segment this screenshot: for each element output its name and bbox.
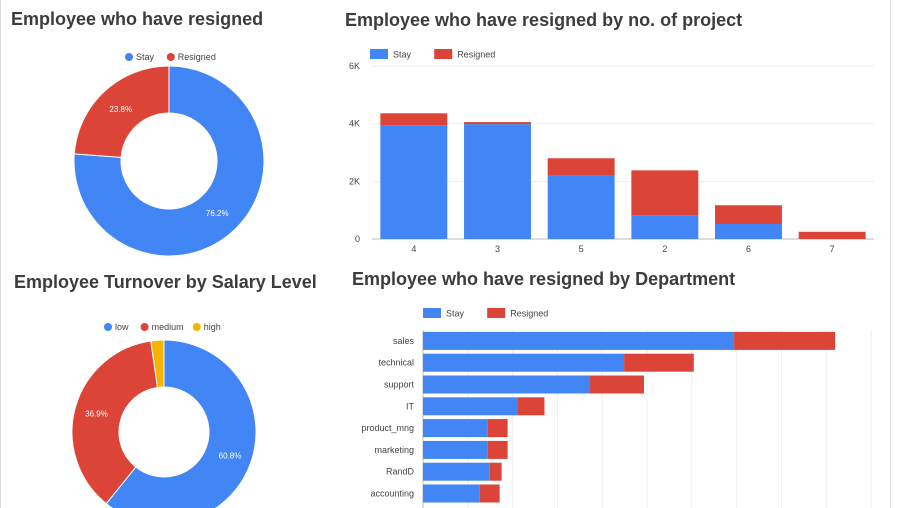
slice-percent-label: 23.8%	[109, 105, 132, 114]
y-tick-label: 6K	[349, 61, 360, 71]
bar-resigned-2	[631, 170, 699, 216]
donut-slice-medium	[71, 340, 159, 505]
bar-resigned-6	[715, 205, 782, 225]
x-tick-label: 3	[495, 244, 500, 254]
legend-label: Stay	[446, 309, 465, 319]
legend-label: high	[204, 322, 221, 332]
y-tick-label: accounting	[370, 489, 414, 499]
legend-label: Resigned	[178, 52, 216, 62]
legend-swatch	[370, 49, 388, 59]
bar-resigned-technical	[624, 353, 694, 372]
bar-resigned-7	[798, 231, 866, 239]
bar-resigned-accounting	[479, 484, 500, 503]
legend-swatch	[166, 53, 175, 61]
legend-label: low	[115, 322, 129, 332]
bar-resigned-3	[464, 122, 531, 125]
y-tick-label: RandD	[386, 467, 415, 477]
legend-swatch	[104, 323, 112, 331]
x-tick-label: 7	[830, 244, 835, 254]
slice-percent-label: 36.9%	[85, 410, 108, 419]
slice-percent-label: 76.2%	[206, 209, 229, 218]
x-tick-label: 6	[746, 244, 751, 254]
y-tick-label: 4K	[349, 119, 360, 129]
bar-stay-4	[380, 125, 448, 239]
bar-stay-technical	[423, 353, 625, 372]
y-tick-label: technical	[378, 358, 414, 368]
bar-stay-RandD	[423, 462, 490, 481]
slice-percent-label: 60.8%	[219, 451, 242, 460]
legend-label: Stay	[393, 50, 412, 60]
bar-stay-IT	[423, 397, 518, 416]
legend-label: Resigned	[457, 50, 495, 60]
bar-stay-accounting	[423, 484, 480, 503]
legend-swatch	[192, 323, 201, 331]
chart-title-resigned: Employee who have resigned	[11, 9, 264, 29]
y-tick-label: sales	[393, 336, 415, 346]
bar-resigned-4	[380, 113, 448, 126]
bar-stay-marketing	[423, 440, 488, 459]
donut-slice-stay	[73, 65, 265, 257]
x-tick-label: 5	[579, 244, 584, 254]
bar-resigned-IT	[517, 397, 545, 416]
donut-chart-salary-level: low medium high 60.8% 36.9%	[71, 322, 257, 508]
x-tick-label: 4	[411, 244, 416, 254]
legend-swatch	[423, 308, 441, 318]
bar-stay-sales	[423, 331, 735, 350]
legend-label: Resigned	[510, 309, 548, 319]
bar-stay-3	[464, 124, 531, 239]
bar-stay-5	[547, 175, 615, 239]
legend-swatch	[140, 323, 149, 331]
bar-chart-resigned-by-department: Stay Resigned sales technical support IT produ…	[361, 308, 872, 508]
legend-label: medium	[152, 322, 184, 332]
chart-title-resigned-by-department: Employee who have resigned by Department	[352, 269, 736, 289]
y-tick-label: support	[384, 380, 415, 390]
bar-resigned-sales	[734, 331, 836, 350]
bar-stay-6	[715, 224, 782, 239]
donut-slice-resigned	[73, 65, 170, 158]
bar-resigned-5	[547, 158, 615, 176]
bar-chart-resigned-by-project: Stay Resigned 0 2K 4K 6K 4 3 5 2 6 7	[349, 49, 874, 254]
legend-label: Stay	[136, 52, 155, 62]
x-tick-label: 2	[662, 244, 667, 254]
legend-swatch	[487, 308, 506, 318]
legend-swatch	[125, 53, 133, 61]
bar-resigned-marketing	[487, 440, 508, 459]
bar-resigned-product_mng	[487, 419, 508, 438]
bar-stay-2	[631, 215, 699, 239]
chart-title-resigned-by-project: Employee who have resigned by no. of pro…	[345, 10, 743, 30]
legend-swatch	[434, 49, 453, 59]
bar-resigned-support	[589, 375, 645, 394]
y-tick-label: 2K	[349, 176, 360, 186]
bar-stay-product_mng	[423, 419, 488, 438]
bar-stay-support	[423, 375, 590, 394]
donut-chart-resigned: Stay Resigned 76.2% 23.8%	[73, 52, 265, 257]
y-tick-label: marketing	[374, 445, 414, 455]
bar-resigned-RandD	[489, 462, 502, 481]
donut-slice-high	[150, 339, 165, 389]
y-tick-label: IT	[406, 401, 415, 411]
y-tick-label: product_mng	[361, 423, 414, 433]
y-tick-label: 0	[355, 234, 360, 244]
chart-title-salary-turnover: Employee Turnover by Salary Level	[14, 272, 317, 292]
donut-slice-low	[105, 339, 257, 508]
